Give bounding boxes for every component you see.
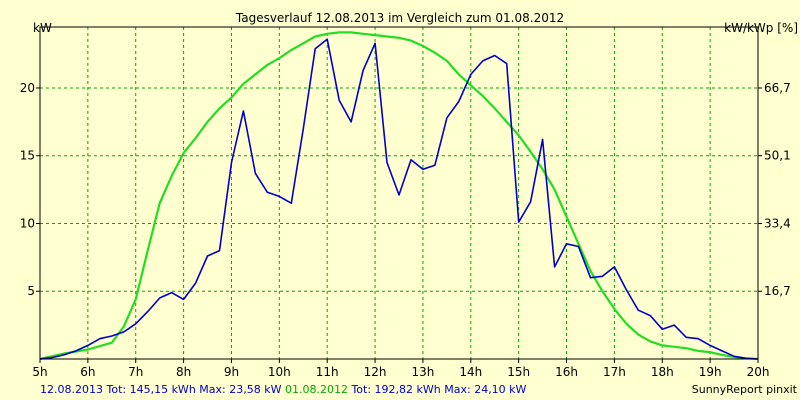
legend-date-2013: 12.08.2013 bbox=[40, 383, 103, 396]
y-tick-label-left: 15 bbox=[20, 149, 35, 163]
x-tick-label: 15h bbox=[507, 365, 530, 379]
x-tick-label: 8h bbox=[176, 365, 191, 379]
plot-frame bbox=[39, 26, 759, 360]
chart-title: Tagesverlauf 12.08.2013 im Vergleich zum… bbox=[235, 11, 564, 25]
x-tick-label: 16h bbox=[555, 365, 578, 379]
x-tick-label: 20h bbox=[747, 365, 770, 379]
brand-credit: SunnyReport pinxit bbox=[692, 383, 798, 396]
x-tick-label: 18h bbox=[651, 365, 674, 379]
y-tick-label-right: 50,1 bbox=[764, 149, 791, 163]
x-tick-label: 10h bbox=[268, 365, 291, 379]
legend-stats-2013: Tot: 145,15 kWh Max: 23,58 kW bbox=[105, 383, 281, 396]
y-tick-label-left: 20 bbox=[20, 81, 35, 95]
x-tick-label: 7h bbox=[128, 365, 143, 379]
x-tick-label: 9h bbox=[224, 365, 239, 379]
x-tick-label: 11h bbox=[316, 365, 339, 379]
y-axis-left-label: kW bbox=[33, 21, 52, 35]
legend-stats-2012: Tot: 192,82 kWh Max: 24,10 kW bbox=[350, 383, 526, 396]
x-tick-label: 13h bbox=[411, 365, 434, 379]
x-tick-label: 17h bbox=[603, 365, 626, 379]
footer-legend: 12.08.2013 Tot: 145,15 kWh Max: 23,58 kW… bbox=[40, 383, 527, 396]
x-tick-label: 14h bbox=[459, 365, 482, 379]
y-tick-label-left: 5 bbox=[27, 284, 35, 298]
y-tick-label-right: 16,7 bbox=[764, 284, 791, 298]
x-tick-label: 19h bbox=[699, 365, 722, 379]
y-tick-label-left: 10 bbox=[20, 216, 35, 230]
x-tick-label: 6h bbox=[80, 365, 95, 379]
grid-lines bbox=[40, 27, 758, 359]
x-tick-label: 12h bbox=[364, 365, 387, 379]
series-lines bbox=[39, 31, 759, 361]
legend-date-2012: 01.08.2012 bbox=[285, 383, 348, 396]
axis-ticks: 5h 6h 7h 8h 9h 10h 11h 12h 13h 14h 15h 16h 17h 18h 19h… bbox=[20, 81, 791, 379]
series-line-12-08-2013 bbox=[39, 38, 759, 360]
y-axis-right-label: kW/kWp [%] bbox=[724, 21, 798, 35]
y-tick-label-right: 33,4 bbox=[764, 216, 791, 230]
x-tick-label: 5h bbox=[32, 365, 47, 379]
series-line-01-08-2012 bbox=[39, 31, 759, 361]
y-tick-label-right: 66,7 bbox=[764, 81, 791, 95]
